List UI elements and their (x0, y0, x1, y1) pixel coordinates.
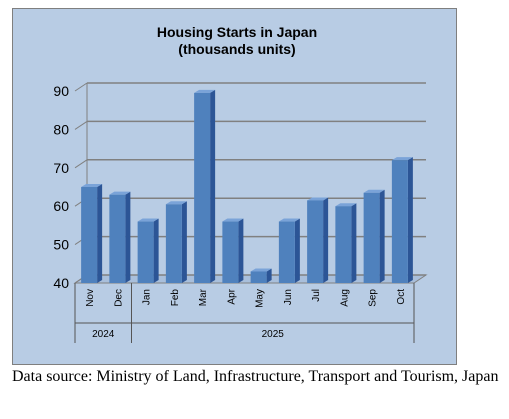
bar-side-face (125, 191, 131, 283)
bar-front-face (250, 271, 267, 283)
bar-mar (194, 89, 216, 283)
y-tick-label-80: 80 (53, 121, 69, 137)
bar-top-face (81, 184, 103, 187)
bar-front-face (137, 221, 154, 283)
housing-starts-chart: Housing Starts in Japan (thousands units… (53, 24, 428, 343)
bar-top-face (391, 157, 413, 161)
bar-side-face (181, 201, 187, 283)
y-tick-label-40: 40 (53, 275, 69, 291)
bar-top-face (194, 89, 216, 93)
bar-sep (363, 189, 385, 283)
bar-front-face (222, 221, 239, 283)
chart-frame: Housing Starts in Japan (thousands units… (12, 8, 457, 365)
bar-jan (137, 218, 159, 283)
bar-jun (278, 218, 300, 283)
bar-side-face (153, 218, 159, 283)
bar-top-face (307, 197, 329, 201)
bar-front-face (307, 200, 324, 283)
bar-layer (81, 89, 413, 283)
bar-dec (109, 191, 131, 283)
bar-top-face (137, 218, 159, 222)
bar-top-face (222, 218, 244, 222)
x-tick-label-aug: Aug (339, 289, 350, 307)
y-tick-label-70: 70 (53, 160, 69, 176)
x-tick-label-feb: Feb (170, 289, 181, 307)
bar-side-face (294, 218, 300, 283)
bar-side-face (407, 157, 413, 283)
bar-top-face (335, 203, 357, 207)
chart-title-line-2: (thousands units) (178, 41, 295, 57)
bar-jul (307, 197, 329, 283)
bar-front-face (363, 192, 380, 283)
bar-apr (222, 218, 244, 283)
bar-top-face (165, 201, 187, 205)
x-tick-label-oct: Oct (396, 289, 407, 305)
bar-side-face (266, 268, 272, 283)
bar-side-face (97, 184, 103, 283)
bar-top-face (278, 218, 300, 222)
x-tick-label-nov: Nov (85, 289, 96, 307)
bar-front-face (335, 206, 352, 283)
bar-side-face (210, 89, 216, 283)
y-tick-label-50: 50 (53, 237, 69, 253)
x-tick-label-may: May (255, 289, 266, 308)
bar-side-face (238, 218, 244, 283)
gridline-depth-80 (74, 120, 88, 130)
y-tick-label-60: 60 (53, 198, 69, 214)
x-tick-label-jun: Jun (283, 289, 294, 305)
y-axis-ticks: 40 50 60 70 80 90 (53, 83, 69, 291)
x-tick-label-mar: Mar (198, 288, 209, 306)
bar-feb (165, 201, 187, 283)
bar-front-face (391, 160, 408, 283)
x-tick-label-jan: Jan (142, 289, 153, 305)
bar-front-face (165, 204, 182, 283)
x-tick-label-dec: Dec (113, 289, 124, 307)
bar-nov (81, 184, 103, 283)
x-tick-label-jul: Jul (311, 289, 322, 302)
bar-top-face (250, 268, 272, 272)
y-tick-label-90: 90 (53, 83, 69, 99)
bar-side-face (323, 197, 329, 283)
chart-title-line-1: Housing Starts in Japan (157, 24, 317, 40)
bar-front-face (81, 187, 98, 283)
bar-front-face (278, 221, 295, 283)
bar-side-face (351, 203, 357, 283)
year-label-2025: 2025 (262, 329, 285, 340)
bar-oct (391, 157, 413, 283)
gridline-depth-70 (74, 159, 88, 169)
x-tick-label-sep: Sep (368, 289, 379, 307)
bar-may (250, 268, 272, 283)
x-tick-label-apr: Apr (226, 288, 237, 304)
bar-front-face (194, 92, 211, 283)
x-axis: Nov Dec Jan Feb Mar Apr May Jun Jul Aug Sep Oct 2024… (74, 283, 415, 343)
bar-front-face (109, 194, 126, 283)
bar-aug (335, 203, 357, 283)
bar-side-face (379, 189, 385, 283)
year-label-2024: 2024 (92, 329, 115, 340)
data-source-note: Data source: Ministry of Land, Infrastru… (12, 368, 499, 385)
bar-top-face (109, 191, 131, 195)
bar-top-face (363, 189, 385, 193)
gridline-depth-90 (74, 82, 88, 92)
